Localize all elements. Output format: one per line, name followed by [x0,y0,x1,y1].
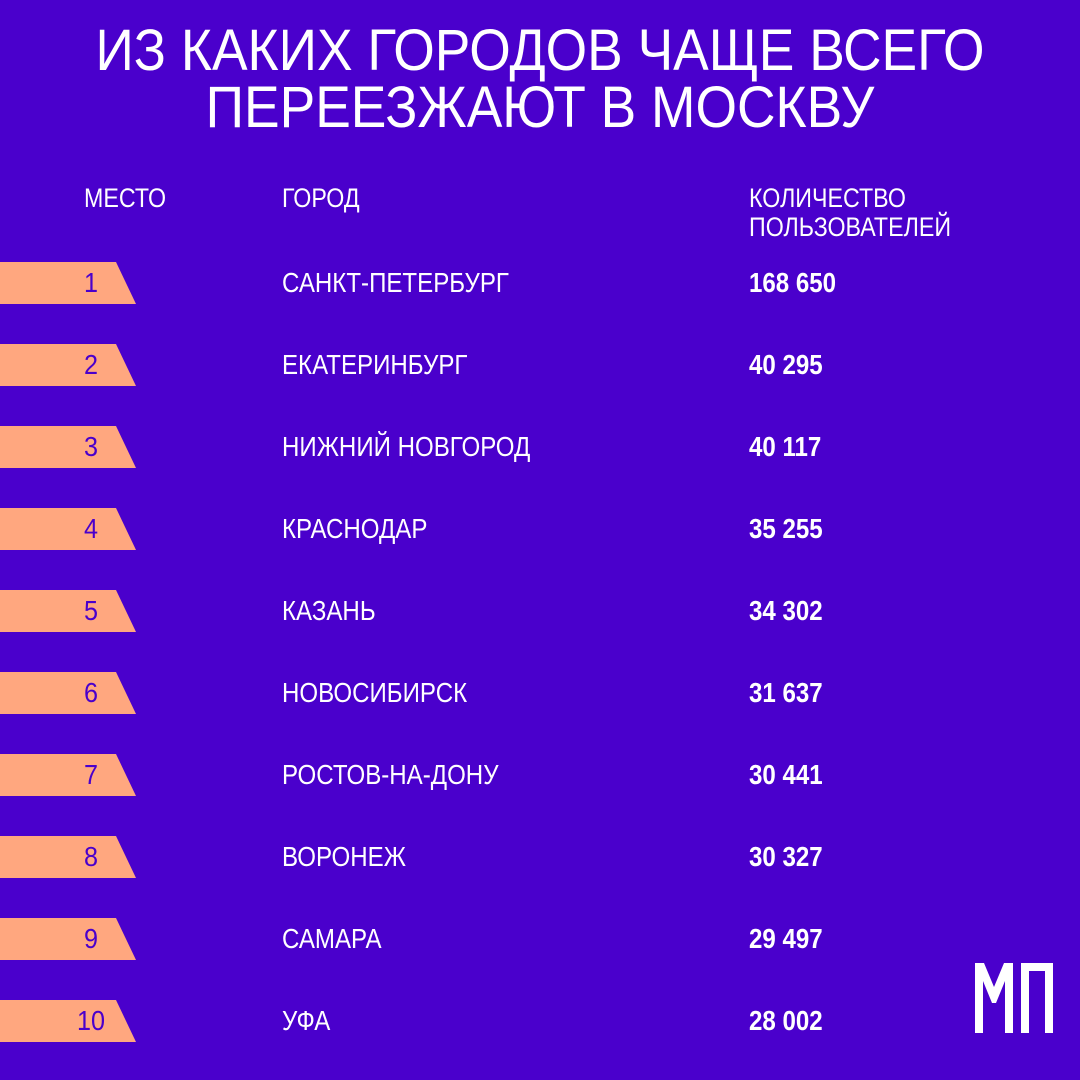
rank-tag [0,426,136,468]
city-name: ВОРОНЕЖ [282,841,406,872]
user-count: 30 441 [749,759,823,790]
rank-number: 9 [83,923,99,954]
table-row: 5 КАЗАНЬ 34 302 [0,590,1080,632]
rank-number: 2 [83,349,99,380]
table-row: 6 НОВОСИБИРСК 31 637 [0,672,1080,714]
user-count: 35 255 [749,513,823,544]
rank-tag [0,590,136,632]
column-header-place: МЕСТО [84,183,167,213]
rank-tag [0,1000,136,1042]
rank-number: 1 [83,267,99,298]
user-count: 40 117 [749,431,822,462]
rank-tag [0,836,136,878]
rank-tag [0,262,136,304]
user-count: 28 002 [749,1005,823,1036]
rank-tag [0,754,136,796]
city-name: КРАСНОДАР [282,513,428,544]
city-name: РОСТОВ-НА-ДОНУ [282,759,499,790]
user-count: 40 295 [749,349,823,380]
rank-number: 5 [83,595,99,626]
table-row: 3 НИЖНИЙ НОВГОРОД 40 117 [0,426,1080,468]
rank-number: 7 [83,759,99,790]
rank-tag [0,672,136,714]
city-name: УФА [282,1005,331,1036]
column-header-count: КОЛИЧЕСТВО ПОЛЬЗОВАТЕЛЕЙ [749,184,951,242]
table-row: 4 КРАСНОДАР 35 255 [0,508,1080,550]
city-name: САМАРА [282,923,382,954]
city-name: НОВОСИБИРСК [282,677,468,708]
city-name: НИЖНИЙ НОВГОРОД [282,431,531,462]
user-count: 168 650 [749,267,837,298]
table-row: 7 РОСТОВ-НА-ДОНУ 30 441 [0,754,1080,796]
user-count: 34 302 [749,595,823,626]
rank-number: 4 [83,513,99,544]
user-count: 29 497 [749,923,823,954]
city-name: КАЗАНЬ [282,595,376,626]
title-line-2: ПЕРЕЕЗЖАЮТ В МОСКВУ [205,75,875,140]
column-header-count-line-1: КОЛИЧЕСТВО [749,183,906,213]
rank-number: 8 [83,841,99,872]
title-line-1: ИЗ КАКИХ ГОРОДОВ ЧАЩЕ ВСЕГО [95,18,985,83]
table-row: 2 ЕКАТЕРИНБУРГ 40 295 [0,344,1080,386]
page-title: ИЗ КАКИХ ГОРОДОВ ЧАЩЕ ВСЕГО ПЕРЕЕЗЖАЮТ В… [43,18,1037,140]
rank-number: 10 [76,1005,106,1036]
user-count: 31 637 [749,677,823,708]
user-count: 30 327 [749,841,823,872]
column-header-count-line-2: ПОЛЬЗОВАТЕЛЕЙ [749,212,952,242]
city-name: САНКТ-ПЕТЕРБУРГ [282,267,509,298]
rank-number: 6 [83,677,99,708]
table-row: 1 САНКТ-ПЕТЕРБУРГ 168 650 [0,262,1080,304]
table-row: 10 УФА 28 002 [0,1000,1080,1042]
mp-logo-icon [975,963,1053,1033]
rank-tag [0,508,136,550]
table-row: 9 САМАРА 29 497 [0,918,1080,960]
rank-number: 3 [83,431,99,462]
rank-tag [0,344,136,386]
rank-tag [0,918,136,960]
column-header-city: ГОРОД [282,183,360,213]
city-name: ЕКАТЕРИНБУРГ [282,349,468,380]
table-row: 8 ВОРОНЕЖ 30 327 [0,836,1080,878]
